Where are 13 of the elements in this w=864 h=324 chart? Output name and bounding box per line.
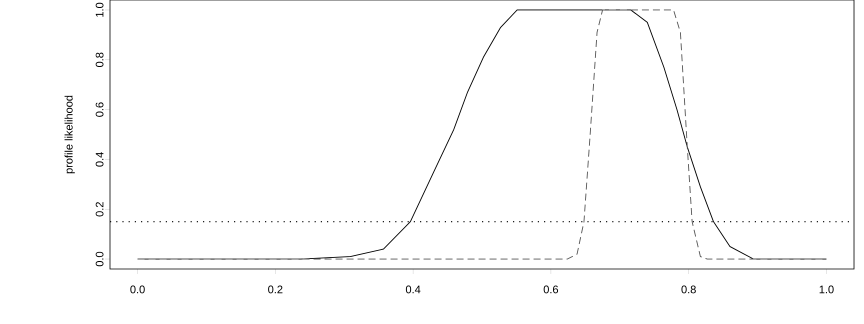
x-tick-label: 0.8 bbox=[681, 286, 696, 294]
y-tick-label: 0.8 bbox=[96, 52, 104, 67]
x-tick-label: 0.2 bbox=[268, 286, 282, 294]
y-tick-label: 0.2 bbox=[96, 202, 104, 216]
x-tick-label: 1.0 bbox=[820, 286, 834, 294]
x-tick-label: 0.6 bbox=[544, 286, 558, 294]
x-tick-label: 0.0 bbox=[130, 286, 145, 294]
y-tick-label: 0.6 bbox=[96, 102, 104, 117]
y-tick-label: 0.0 bbox=[96, 252, 104, 266]
y-tick-label: 0.4 bbox=[96, 152, 104, 167]
y-tick-label: 1.0 bbox=[96, 2, 104, 17]
x-tick-label: 0.4 bbox=[406, 286, 420, 294]
y-axis-title: profile likelihood bbox=[64, 96, 75, 174]
